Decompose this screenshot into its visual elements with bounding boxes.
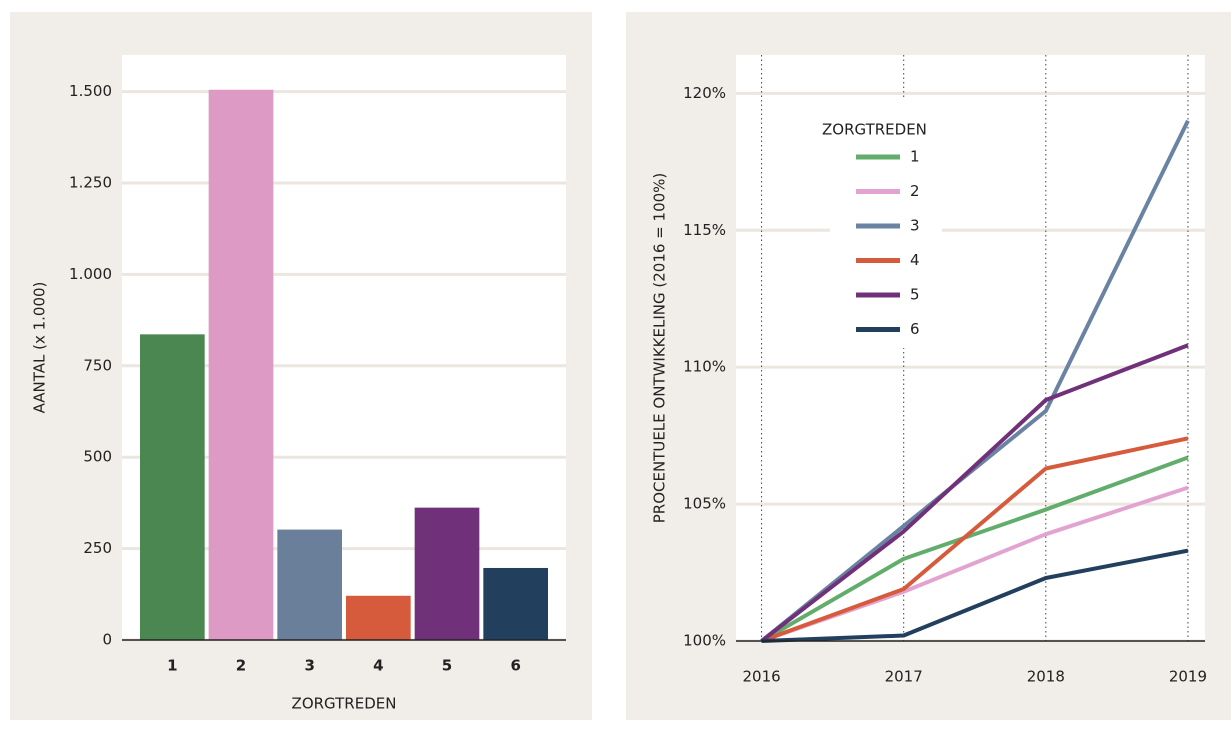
bar — [140, 334, 205, 640]
y-tick-label: 0 — [102, 631, 112, 649]
legend-label: 6 — [910, 320, 920, 338]
x-tick-label: 4 — [373, 657, 383, 675]
x-tick-label: 1 — [167, 657, 177, 675]
legend-title: ZORGTREDEN — [822, 121, 927, 139]
x-tick-label: 6 — [510, 657, 520, 675]
y-axis-label: AANTAL (x 1.000) — [31, 282, 49, 414]
bar — [346, 595, 411, 640]
y-tick-label: 105% — [683, 495, 726, 513]
y-tick-label: 1.000 — [69, 265, 112, 283]
x-tick-label: 2018 — [1027, 668, 1065, 686]
y-tick-label: 1.500 — [69, 82, 112, 100]
line — [760, 436, 1189, 643]
line — [760, 455, 1189, 643]
x-axis-label: ZORGTREDEN — [292, 695, 397, 713]
legend-label: 4 — [910, 251, 920, 269]
line — [761, 548, 1189, 643]
bar — [414, 507, 480, 640]
bar — [208, 89, 274, 640]
x-tick-label: 5 — [442, 657, 452, 675]
bar — [483, 567, 548, 640]
y-tick-label: 750 — [83, 356, 112, 374]
y-tick-label: 1.250 — [69, 173, 112, 191]
x-tick-label: 2016 — [742, 668, 780, 686]
y-tick-label: 115% — [683, 221, 726, 239]
x-tick-label: 2 — [236, 657, 246, 675]
legend-label: 2 — [910, 182, 920, 200]
y-tick-label: 250 — [83, 539, 112, 557]
x-tick-label: 2017 — [885, 668, 923, 686]
line — [760, 343, 1189, 643]
legend-label: 5 — [910, 286, 920, 304]
y-tick-label: 120% — [683, 84, 726, 102]
x-tick-label: 2019 — [1169, 668, 1207, 686]
y-tick-label: 100% — [683, 632, 726, 650]
y-axis-label: PROCENTUELE ONTWIKKELING (2016 = 100%) — [651, 173, 669, 524]
legend-label: 1 — [910, 148, 920, 166]
line — [760, 119, 1190, 643]
plot-area — [736, 55, 1205, 641]
y-tick-label: 500 — [83, 448, 112, 466]
x-tick-label: 3 — [304, 657, 314, 675]
legend-label: 3 — [910, 217, 920, 235]
bar — [277, 529, 342, 640]
y-tick-label: 110% — [683, 358, 726, 376]
